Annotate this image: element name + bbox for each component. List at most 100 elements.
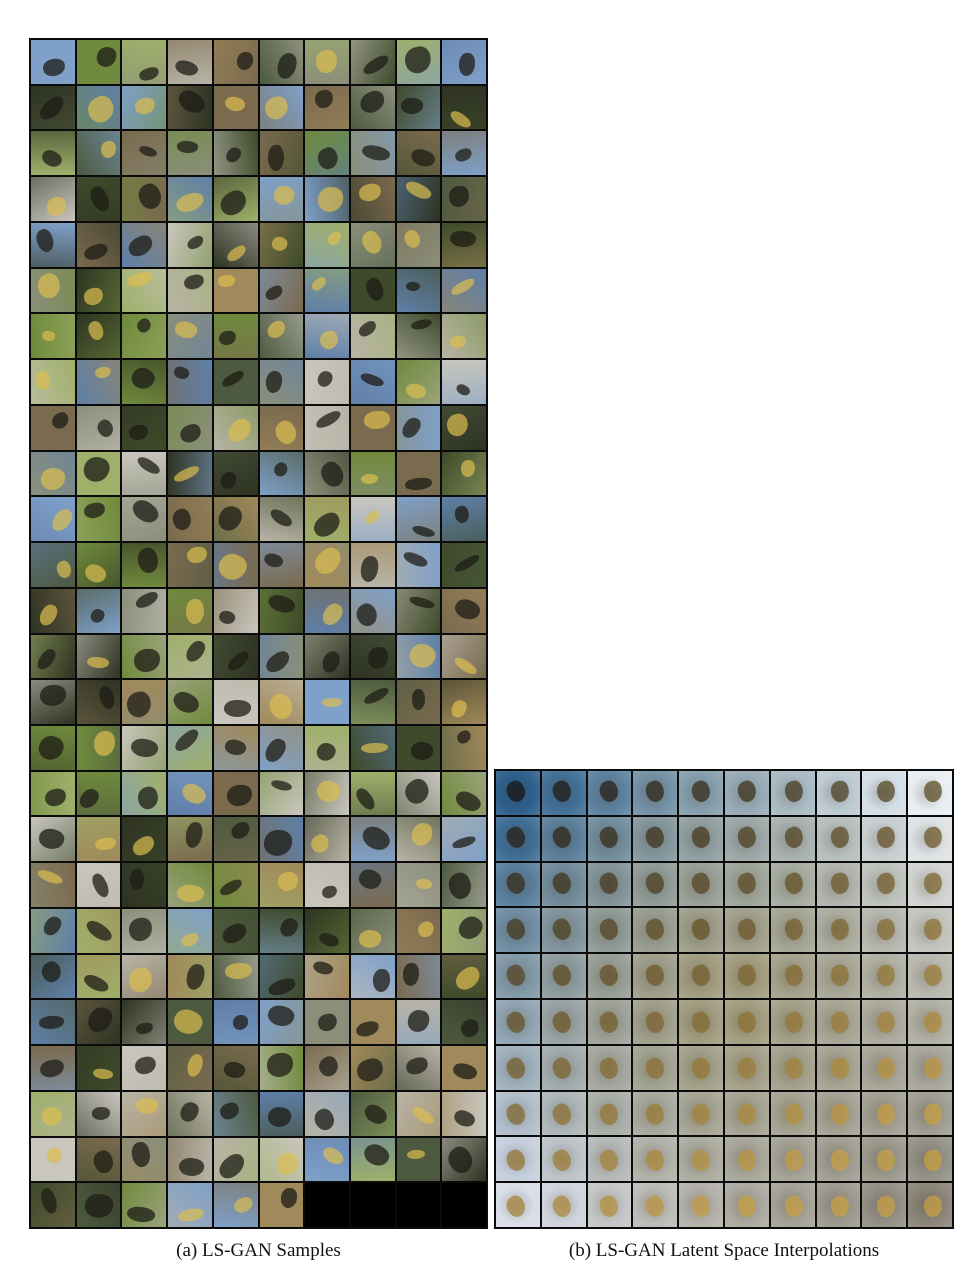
- sample-image: [350, 177, 395, 221]
- bird-shape: [448, 229, 476, 248]
- bird-shape: [317, 328, 340, 351]
- bird-shape: [80, 453, 112, 485]
- sample-image: [122, 543, 167, 587]
- sample-image: [259, 1000, 304, 1045]
- sample-image: [76, 222, 121, 267]
- bird-shape: [828, 963, 851, 989]
- sample-image: [442, 817, 486, 862]
- sample-image: [396, 405, 441, 450]
- sample-image: [213, 817, 258, 862]
- interpolation-image: [862, 908, 907, 953]
- bird-shape: [361, 685, 391, 707]
- sample-image: [396, 1000, 441, 1045]
- bird-shape: [828, 1148, 851, 1173]
- bird-shape: [178, 1099, 202, 1124]
- bird-shape: [38, 1058, 66, 1080]
- bird-shape: [76, 785, 103, 812]
- bird-shape: [41, 329, 57, 344]
- sample-image: [442, 497, 486, 542]
- bird-shape: [267, 506, 295, 531]
- interpolation-image: [770, 908, 815, 953]
- interpolation-image: [816, 1091, 861, 1136]
- bird-shape: [357, 928, 382, 950]
- bird-shape: [185, 1053, 205, 1080]
- bird-shape: [182, 637, 208, 666]
- bird-shape: [360, 142, 392, 163]
- bird-shape: [183, 273, 206, 291]
- interpolation-image: [770, 816, 815, 861]
- bird-shape: [185, 233, 206, 252]
- interpolation-image: [770, 1137, 815, 1182]
- bird-shape: [688, 1147, 713, 1174]
- sample-image: [396, 725, 441, 770]
- bird-shape: [688, 870, 713, 897]
- interpolation-image: [770, 1045, 815, 1090]
- sample-image: [122, 222, 167, 267]
- interpolation-image: [633, 999, 678, 1044]
- sample-image: [442, 543, 486, 587]
- sample-image: [213, 1137, 258, 1182]
- sample-image: [122, 954, 167, 999]
- bird-shape: [642, 1193, 667, 1220]
- interpolation-image: [816, 816, 861, 861]
- bird-shape: [595, 1055, 621, 1082]
- sample-image: [259, 543, 304, 587]
- interpolation-image: [908, 1045, 952, 1090]
- bird-shape: [828, 1194, 851, 1220]
- bird-shape: [216, 608, 237, 627]
- sample-image: [350, 588, 395, 633]
- sample-image: [350, 817, 395, 862]
- bird-shape: [921, 1010, 943, 1034]
- sample-image: [31, 817, 75, 862]
- sample-image: [76, 177, 121, 221]
- bird-shape: [320, 648, 343, 675]
- bird-shape: [172, 363, 192, 382]
- bird-shape: [129, 736, 160, 760]
- bird-shape: [262, 648, 293, 677]
- bird-shape: [222, 94, 246, 114]
- bird-shape: [262, 735, 289, 765]
- bird-shape: [443, 1143, 478, 1178]
- bird-shape: [735, 1147, 759, 1174]
- bird-shape: [236, 51, 254, 71]
- bird-shape: [549, 870, 575, 897]
- bird-shape: [35, 732, 67, 764]
- sample-image: [305, 1091, 349, 1136]
- bird-shape: [451, 1060, 480, 1083]
- bird-shape: [83, 92, 119, 127]
- sample-image: [76, 954, 121, 999]
- bird-shape: [232, 1194, 255, 1215]
- bird-shape: [361, 1100, 391, 1129]
- bird-shape: [782, 1009, 805, 1035]
- bird-shape: [356, 318, 379, 339]
- sample-image: [76, 863, 121, 907]
- sample-image: [31, 588, 75, 633]
- bird-shape: [735, 916, 759, 943]
- sample-image: [31, 863, 75, 907]
- sample-image: [305, 1046, 349, 1090]
- interpolation-image: [679, 771, 723, 815]
- sample-image: [396, 268, 441, 313]
- bird-shape: [37, 1103, 65, 1131]
- sample-image: [305, 771, 349, 816]
- interpolation-image: [496, 1045, 540, 1090]
- bird-shape: [407, 594, 435, 611]
- bird-shape: [34, 646, 59, 673]
- bird-shape: [128, 424, 149, 441]
- bird-shape: [782, 917, 805, 943]
- bird-shape: [319, 1144, 347, 1169]
- sample-image: [213, 634, 258, 679]
- bird-shape: [278, 872, 299, 892]
- interpolation-image: [587, 1091, 632, 1136]
- bird-shape: [39, 684, 67, 707]
- sample-image: [31, 680, 75, 724]
- sample-image: [442, 451, 486, 496]
- bird-shape: [40, 913, 64, 938]
- sample-image: [442, 360, 486, 404]
- bird-shape: [875, 1102, 897, 1127]
- bird-shape: [595, 1147, 621, 1174]
- sample-image: [396, 222, 441, 267]
- sample-image: [305, 222, 349, 267]
- sample-image: [350, 725, 395, 770]
- interpolation-image: [541, 1091, 586, 1136]
